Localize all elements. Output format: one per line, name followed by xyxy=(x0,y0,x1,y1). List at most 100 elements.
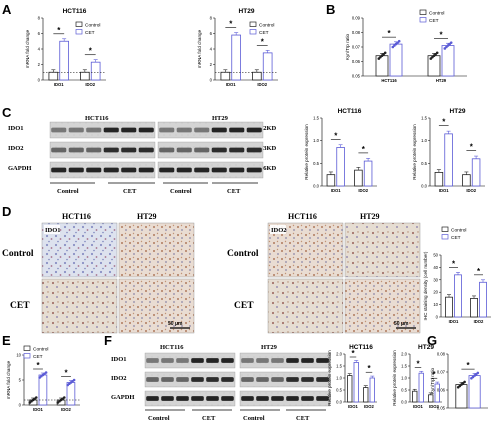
blot-f-row-ido2: IDO2 xyxy=(111,375,127,382)
y-axis-label: Relative protein expression xyxy=(304,124,309,180)
blot-band xyxy=(138,167,154,173)
blot-band xyxy=(86,147,102,153)
ihc-title-ht29-b: HT29 xyxy=(360,212,380,221)
blot-band xyxy=(68,147,84,153)
data-point xyxy=(383,51,387,55)
y-tick-label: 0.5 xyxy=(401,388,407,393)
blot-band xyxy=(191,377,204,382)
blot-strip xyxy=(144,352,236,369)
blot-band xyxy=(301,377,314,382)
blot-band xyxy=(86,127,102,133)
y-tick-label: 10 xyxy=(433,302,438,307)
blot-band xyxy=(159,147,175,153)
bar-control-ido2 xyxy=(80,71,90,81)
blot-band xyxy=(176,127,192,133)
y-tick-label: 0 xyxy=(38,78,41,83)
y-tick-label: 8 xyxy=(210,16,213,21)
x-tick-label: IDO1 xyxy=(33,407,43,412)
blot-band xyxy=(194,147,210,153)
blot-strip xyxy=(144,371,236,388)
blot-band xyxy=(86,167,102,173)
panel-label-f: F xyxy=(104,333,112,348)
blot-c-group-control-2: Control xyxy=(170,188,192,195)
y-tick-label: 10 xyxy=(16,353,21,358)
legend-swatch-control xyxy=(441,226,449,232)
bar-control-ido1 xyxy=(445,296,453,318)
blot-band xyxy=(176,147,192,153)
y-axis-label: IHC staining density (cell number) xyxy=(423,251,428,320)
panel-label-c: C xyxy=(2,105,12,120)
legend-label-control: Control xyxy=(33,346,48,352)
chart-title: HCT116 xyxy=(349,344,373,351)
significance-star: * xyxy=(432,370,436,379)
bar-cet-ido2 xyxy=(479,281,487,318)
blot-strip xyxy=(49,121,156,139)
significance-star: * xyxy=(416,359,420,368)
bar-cet-ido1 xyxy=(444,133,453,187)
x-tick-label: HCT116 xyxy=(381,78,397,83)
y-tick-label: 5 xyxy=(19,378,22,383)
data-point xyxy=(44,371,48,374)
blot-f-group-control-2: Control xyxy=(243,415,265,422)
blot-band xyxy=(246,127,262,133)
significance-star: * xyxy=(36,361,40,370)
blot-band xyxy=(159,127,175,133)
ihc-image-ido1-ht29-control xyxy=(118,222,195,278)
bar-control-ido2 xyxy=(462,174,471,187)
y-tick-label: 0.09 xyxy=(352,16,361,21)
y-tick-label: 1.5 xyxy=(336,364,342,369)
bar-cet-group xyxy=(468,375,481,409)
blot-c-row-gapdh: GAPDH xyxy=(8,165,31,172)
y-tick-label: 40 xyxy=(433,265,438,270)
x-tick-label: IDO2 xyxy=(429,404,439,409)
blot-strip xyxy=(157,161,264,179)
scale-bar-label-a: 50 μm xyxy=(168,321,183,327)
blot-band xyxy=(194,127,210,133)
blot-band xyxy=(51,147,67,153)
chart-title: HCT116 xyxy=(63,8,87,15)
y-tick-label: 0.05 xyxy=(437,406,446,411)
blot-band xyxy=(271,396,284,401)
blot-c-title-ht29: HT29 xyxy=(212,115,229,122)
panel-label-b: B xyxy=(326,2,335,17)
y-tick-label: 0.5 xyxy=(421,161,427,166)
x-tick-label: IDO2 xyxy=(358,188,368,193)
y-tick-label: 2 xyxy=(210,62,213,67)
y-tick-label: 1.0 xyxy=(401,376,407,381)
scale-bar-label-b: 50 μm xyxy=(394,321,409,327)
y-tick-label: 8 xyxy=(38,16,41,21)
blot-band xyxy=(271,377,284,382)
y-tick-label: 0.0 xyxy=(401,400,407,405)
chart-title: HT29 xyxy=(239,8,255,15)
bar-control-ido1 xyxy=(412,390,418,403)
bar-cet-ido1 xyxy=(454,274,462,318)
x-tick-label: IDO1 xyxy=(54,82,64,87)
blot-strip xyxy=(239,371,331,388)
blot-band xyxy=(176,358,189,363)
blot-band xyxy=(286,396,299,401)
bar-control-ido2 xyxy=(470,297,478,318)
significance-star: * xyxy=(452,259,456,268)
y-tick-label: 0 xyxy=(210,78,213,83)
bar-cet-ido2 xyxy=(471,158,481,187)
x-tick-label: IDO2 xyxy=(466,188,476,193)
chart-f1: 0.0 0.5 1.0 1.5 2.0 Relative protein expressi… xyxy=(327,344,377,409)
blot-band xyxy=(68,127,84,133)
y-tick-label: 0.0 xyxy=(336,400,342,405)
y-tick-label: 4 xyxy=(38,47,41,52)
y-tick-label: 2.0 xyxy=(336,352,342,357)
blot-c-group-cet-2: CET xyxy=(227,188,241,195)
blot-band xyxy=(68,167,84,173)
y-axis-label: Relative protein expression xyxy=(327,350,332,406)
ihc-row-control-a: Control xyxy=(2,249,34,259)
blot-band xyxy=(286,358,299,363)
significance-star: * xyxy=(477,267,481,276)
bar-cet-ido2 xyxy=(90,61,101,81)
significance-star: * xyxy=(387,29,391,38)
y-tick-label: 1.0 xyxy=(313,138,319,143)
legend-label-control: Control xyxy=(85,22,100,28)
panel-label-g: G xyxy=(427,333,437,348)
legend-swatch-control xyxy=(249,21,257,27)
y-tick-label: 6 xyxy=(38,31,41,36)
data-point xyxy=(435,51,439,55)
